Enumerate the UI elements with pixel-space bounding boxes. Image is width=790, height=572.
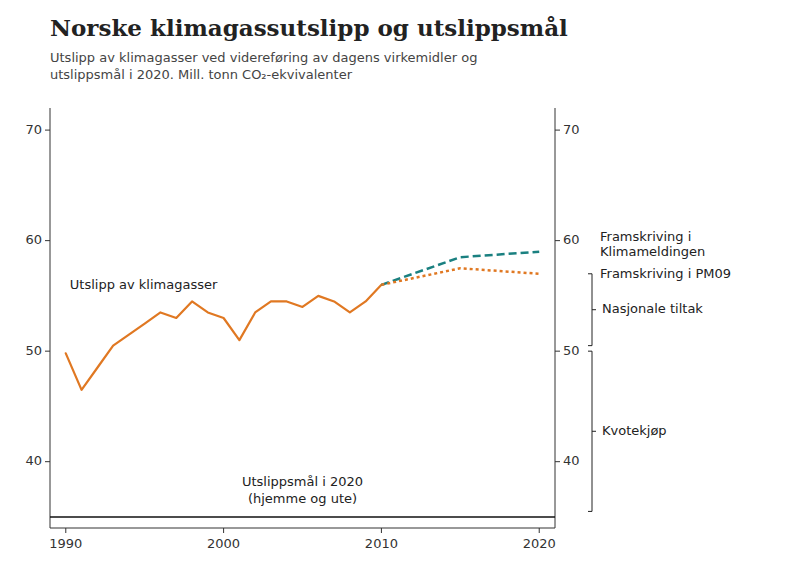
y-tick-label: 60 <box>25 232 42 247</box>
y2-tick <box>555 240 560 241</box>
reference-label: Utslippsmål i 2020 <box>242 474 363 489</box>
series-line <box>66 285 382 390</box>
series-label-line: Framskriving i <box>600 228 691 243</box>
y2-tick-label: 70 <box>563 122 580 137</box>
subtitle: Utslipp av klimagasser ved videreføring … <box>50 50 477 65</box>
x-tick-label: 1990 <box>49 536 82 551</box>
x-tick <box>223 528 224 533</box>
y-tick-label: 40 <box>25 453 42 468</box>
brace <box>588 351 596 511</box>
y-tick-label: 50 <box>25 343 42 358</box>
y2-tick-label: 50 <box>563 343 580 358</box>
y-tick <box>45 351 50 352</box>
labels: Utslipp av klimagasser Framskriving iKlim… <box>70 228 731 511</box>
title: Norske klimagassutslipp og utslippsmål <box>50 14 568 41</box>
y2-tick <box>555 461 560 462</box>
series-label: Framskriving iKlimameldingen <box>600 228 705 258</box>
y-tick <box>45 240 50 241</box>
y2-tick-label: 40 <box>563 453 580 468</box>
x-tick-label: 2010 <box>365 536 398 551</box>
brace <box>588 274 596 346</box>
chart: Norske klimagassutslipp og utslippsmål Ut… <box>0 0 790 572</box>
x-tick <box>539 528 540 533</box>
y-tick-label: 70 <box>25 122 42 137</box>
y2-tick <box>555 351 560 352</box>
plot-area <box>50 252 555 517</box>
series-label-line: Klimameldingen <box>600 243 705 258</box>
y2-tick-label: 60 <box>563 232 580 247</box>
y2-tick <box>555 130 560 131</box>
reference-line <box>50 516 555 518</box>
series-label: Framskriving i PM09 <box>600 265 731 280</box>
series-line <box>381 268 539 285</box>
reference-label: (hjemme og ute) <box>248 491 357 506</box>
y-axis-line <box>50 108 51 528</box>
axes: 1990 2000 2010 2020 40 50 60 70 40 50 60 70 <box>25 108 579 551</box>
x-tick-label: 2020 <box>523 536 556 551</box>
x-tick-label: 2000 <box>207 536 240 551</box>
x-axis-line <box>50 528 555 529</box>
brace-label: Nasjonale tiltak <box>602 301 703 316</box>
series-label-line: Framskriving i PM09 <box>600 265 731 280</box>
x-tick <box>381 528 382 533</box>
x-tick <box>65 528 66 533</box>
y2-axis-line <box>555 108 556 528</box>
brace-label: Kvotekjøp <box>602 423 667 438</box>
series-line <box>381 252 539 285</box>
subtitle: utslippsmål i 2020. Mill. tonn CO₂-ekviv… <box>50 67 353 82</box>
y-tick <box>45 461 50 462</box>
y-tick <box>45 130 50 131</box>
series-label: Utslipp av klimagasser <box>70 277 218 292</box>
